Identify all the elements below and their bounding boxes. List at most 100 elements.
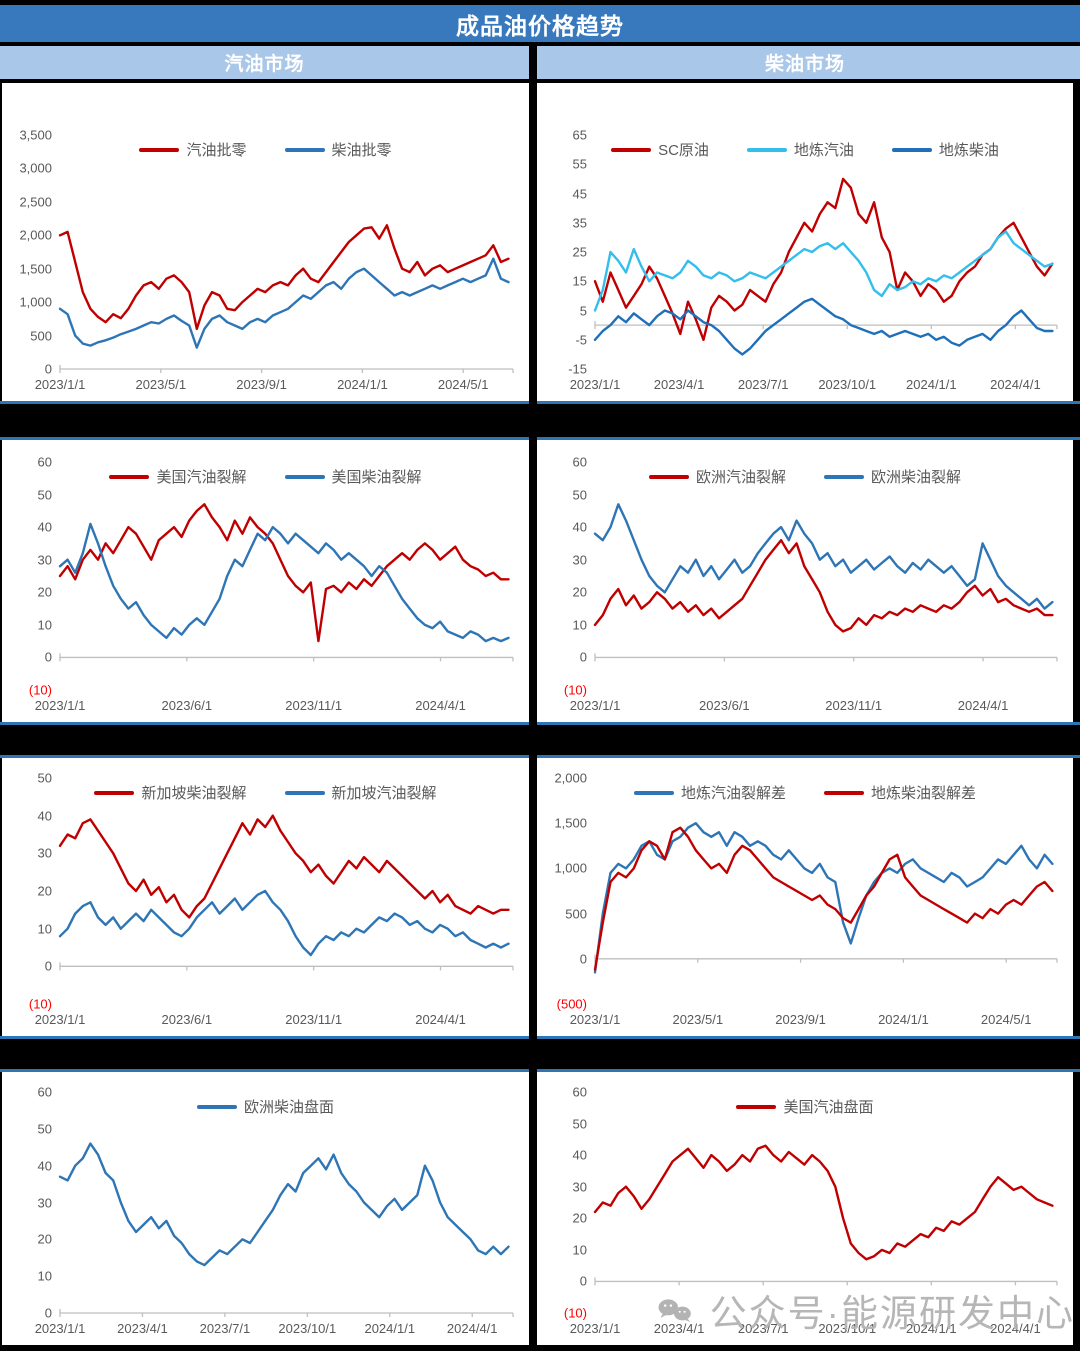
y-tick-label: 0 [579, 951, 587, 967]
y-tick-label: 15 [572, 273, 587, 289]
x-tick-label: 2023/10/1 [818, 377, 877, 392]
x-tick-label: 2023/1/1 [569, 1012, 621, 1027]
chart-legend: 欧洲柴油盘面 [2, 1096, 529, 1117]
y-tick-label: 65 [572, 127, 587, 143]
x-axis-line [59, 1309, 514, 1317]
legend-item: SC原油 [611, 139, 709, 160]
x-tick-label: 2024/5/1 [980, 1012, 1032, 1027]
y-tick-label: 10 [37, 921, 52, 937]
y-tick-label: 50 [37, 1121, 52, 1137]
legend-label: 欧洲汽油裂解 [695, 469, 786, 486]
y-tick-label: 50 [37, 487, 52, 503]
x-tick-label: 2024/4/1 [415, 698, 466, 713]
chart-plot-area [593, 503, 1058, 662]
legend-label: 新加坡汽油裂解 [331, 785, 437, 802]
x-axis-line [594, 1277, 1058, 1286]
legend-label: 欧洲柴油盘面 [243, 1099, 334, 1116]
legend-line-swatch [284, 790, 325, 795]
chart-legend: 美国汽油裂解 美国柴油裂解 [2, 466, 529, 487]
column-divider [529, 46, 537, 1345]
chart-eu-crack-spreads: 欧洲汽油裂解 欧洲柴油裂解 60 50 40 30 20 10 0 (10) 2023/1/1 202… [537, 440, 1073, 722]
legend-item: 新加坡汽油裂解 [284, 782, 437, 803]
legend-line-swatch [196, 1104, 237, 1109]
chart-us-gasoline-board: 美国汽油盘面 60 50 40 30 20 10 0 (10) 2023/1/1 2023/4/1 2… [537, 1072, 1073, 1345]
chart-us-crack-spreads: 美国汽油裂解 美国柴油裂解 60 50 40 30 20 10 0 (10) 2023/1/1 202… [2, 440, 529, 722]
legend-label: 新加坡柴油裂解 [141, 785, 247, 802]
y-tick-label: 30 [37, 845, 52, 861]
y-tick-label: 30 [37, 552, 52, 568]
x-tick-label: 2024/4/1 [415, 1012, 466, 1027]
series-line [593, 177, 1054, 341]
y-tick-label: 55 [572, 156, 587, 172]
series-line [593, 826, 1054, 971]
x-tick-label: 2024/1/1 [364, 1321, 416, 1336]
x-tick-label: 2023/4/1 [653, 1321, 705, 1336]
x-tick-label: 2023/11/1 [285, 698, 343, 713]
y-tick-label: (10) [28, 996, 52, 1012]
y-tick-label: 2,500 [19, 194, 52, 210]
y-tick-label: 25 [572, 244, 587, 260]
x-tick-label: 2024/4/1 [990, 1321, 1041, 1336]
y-tick-label: 500 [565, 906, 587, 922]
y-tick-label: 1,000 [554, 860, 587, 876]
y-tick-label: 40 [572, 519, 587, 535]
x-tick-label: 2023/1/1 [569, 1321, 621, 1336]
chart-legend: 欧洲汽油裂解 欧洲柴油裂解 [537, 466, 1073, 487]
chart-plot-area [593, 177, 1058, 356]
chart-legend: 汽油批零 柴油批零 [2, 139, 529, 160]
y-tick-label: 1,500 [554, 815, 587, 831]
legend-line-swatch [94, 790, 135, 795]
x-tick-label: 2023/9/1 [775, 1012, 826, 1027]
x-axis-line [59, 653, 514, 662]
chart-plot-area [58, 814, 514, 971]
y-tick-label: 40 [37, 808, 52, 824]
y-tick-label: 35 [572, 215, 587, 231]
legend-line-swatch [633, 790, 674, 795]
column-header-diesel: 柴油市场 [537, 46, 1073, 79]
x-tick-label: 2023/7/1 [199, 1321, 251, 1336]
legend-line-swatch [648, 474, 689, 479]
y-tick-label: -5 [575, 332, 587, 348]
y-tick-label: 20 [37, 883, 52, 899]
y-tick-label: 60 [572, 454, 587, 470]
y-tick-label: 0 [44, 361, 52, 377]
legend-item: 美国汽油盘面 [736, 1096, 874, 1117]
y-tick-label: 10 [37, 1268, 52, 1284]
y-tick-label: 40 [572, 1147, 587, 1163]
y-tick-label: (500) [556, 996, 587, 1012]
chart-plot-area [58, 1142, 514, 1317]
column-header-gasoline: 汽油市场 [0, 46, 529, 79]
y-tick-label: 30 [572, 552, 587, 568]
legend-item: 美国柴油裂解 [284, 466, 422, 487]
x-axis-line [594, 321, 1058, 330]
series-line [593, 1144, 1054, 1261]
x-axis-line [594, 954, 1058, 963]
legend-line-swatch [824, 474, 864, 479]
y-tick-label: 0 [579, 1273, 587, 1289]
x-tick-label: 2024/4/1 [990, 377, 1041, 392]
y-tick-label: 1,500 [19, 261, 52, 277]
series-line [593, 821, 1054, 974]
y-tick-label: 500 [30, 328, 52, 344]
y-tick-label: 40 [37, 519, 52, 535]
legend-label: SC原油 [658, 142, 709, 159]
x-tick-label: 2023/6/1 [161, 698, 213, 713]
y-tick-label: 10 [572, 1242, 587, 1258]
chart-wholesale-retail-prices: 汽油批零 柴油批零 3,500 3,000 2,500 2,000 1,500 1,000 50… [2, 83, 529, 401]
x-tick-label: 2023/1/1 [34, 1012, 86, 1027]
y-tick-label: 0 [44, 649, 52, 665]
chart-legend: 新加坡柴油裂解 新加坡汽油裂解 [2, 782, 529, 803]
legend-line-swatch [746, 147, 787, 152]
x-tick-label: 2023/7/1 [737, 1321, 789, 1336]
row-separator-band [0, 722, 1080, 758]
series-line [58, 814, 510, 919]
series-line [58, 889, 510, 957]
legend-label: 柴油批零 [331, 142, 392, 159]
legend-item: 美国汽油裂解 [109, 466, 247, 487]
x-tick-label: 2023/5/1 [135, 377, 187, 392]
divider-line [0, 79, 1080, 83]
y-tick-label: 20 [37, 584, 52, 600]
x-tick-label: 2024/4/1 [957, 698, 1009, 713]
chart-legend: SC原油 地炼汽油 地炼柴油 [537, 139, 1073, 160]
